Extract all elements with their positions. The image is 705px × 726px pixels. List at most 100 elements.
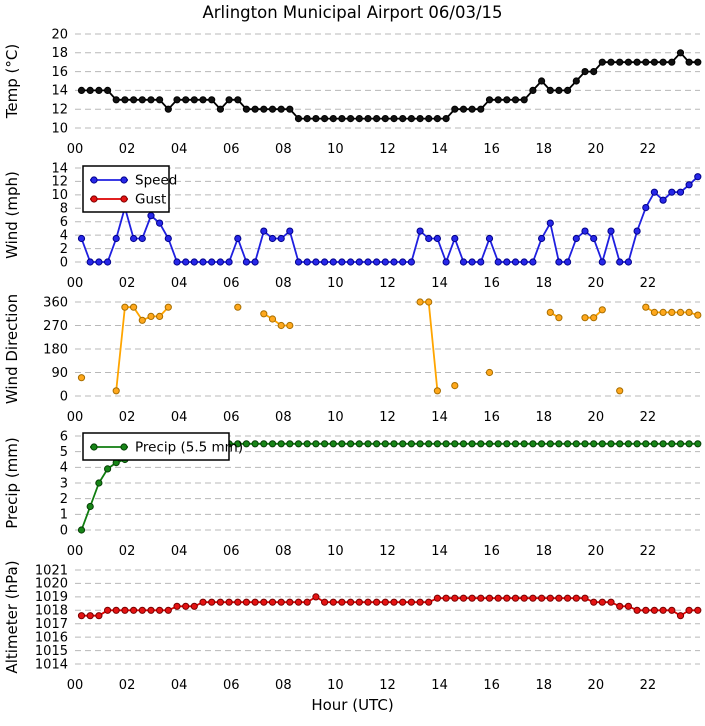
data-point-marker xyxy=(633,440,641,448)
data-point-marker xyxy=(650,440,659,448)
data-point-marker xyxy=(225,598,233,606)
data-point-marker xyxy=(77,234,86,243)
data-point-marker xyxy=(572,234,580,243)
data-point-marker xyxy=(260,105,268,113)
legend-sample-marker xyxy=(120,176,128,184)
data-point-marker xyxy=(390,115,398,123)
data-point-marker xyxy=(485,440,494,448)
data-point-marker xyxy=(294,598,303,606)
data-point-marker xyxy=(650,308,659,316)
data-point-marker xyxy=(633,58,641,66)
data-point-marker xyxy=(216,598,224,606)
data-point-marker xyxy=(407,115,415,123)
x-tick-label: 04 xyxy=(171,410,188,425)
data-point-marker xyxy=(121,96,129,104)
series-line xyxy=(420,301,439,391)
legend-sample-marker xyxy=(90,176,98,184)
data-point-marker xyxy=(668,606,676,614)
data-point-marker xyxy=(294,258,303,266)
data-point-marker xyxy=(477,440,485,448)
x-tick-label: 00 xyxy=(67,142,84,157)
data-point-marker xyxy=(694,440,702,448)
data-point-marker xyxy=(459,440,468,448)
x-tick-label: 20 xyxy=(588,678,605,693)
data-point-marker xyxy=(234,303,242,311)
y-tick-label: 2 xyxy=(60,242,68,257)
x-tick-label: 14 xyxy=(431,678,448,693)
data-point-marker xyxy=(216,105,224,113)
y-axis-label-2: Wind Direction xyxy=(3,294,21,404)
x-tick-label: 16 xyxy=(483,544,500,559)
data-point-marker xyxy=(494,96,502,104)
x-tick-label: 02 xyxy=(119,276,136,291)
data-point-marker xyxy=(130,234,138,243)
x-tick-label: 10 xyxy=(327,544,344,559)
data-point-marker xyxy=(390,440,398,448)
data-point-marker xyxy=(268,315,277,323)
data-point-marker xyxy=(130,606,138,614)
y-tick-label: 12 xyxy=(51,103,68,118)
legend-sample-marker xyxy=(120,195,128,203)
data-point-marker xyxy=(616,258,624,266)
data-point-marker xyxy=(277,105,285,113)
data-point-marker xyxy=(321,115,329,123)
data-point-marker xyxy=(685,440,693,448)
panel-wind-speed: 0 2 4 6 8 10 12 14 00 02 04 06 08 10 12 14 16 18 20 22 Wind … xyxy=(0,158,705,292)
data-point-marker xyxy=(538,440,546,448)
data-point-marker xyxy=(459,594,468,602)
data-point-marker xyxy=(329,598,337,606)
data-point-marker xyxy=(373,440,381,448)
x-tick-label: 20 xyxy=(588,142,605,157)
data-point-marker xyxy=(407,440,415,448)
data-point-marker xyxy=(234,96,242,104)
data-point-marker xyxy=(555,86,563,95)
x-tick-label: 18 xyxy=(535,544,552,559)
data-point-marker xyxy=(598,258,606,266)
data-point-marker xyxy=(581,440,589,448)
data-point-marker xyxy=(607,227,615,235)
data-point-marker xyxy=(529,258,537,266)
legend-3: Precip (5.5 mm) xyxy=(82,432,243,461)
x-tick-label: 02 xyxy=(119,142,136,157)
data-point-marker xyxy=(416,115,424,123)
data-point-marker xyxy=(164,105,172,113)
data-point-marker xyxy=(520,440,528,448)
series-direction xyxy=(77,298,702,395)
data-point-marker xyxy=(95,612,103,620)
y-tick-label: 90 xyxy=(51,366,68,381)
data-point-marker xyxy=(694,173,702,181)
data-point-marker xyxy=(546,308,554,316)
data-point-marker xyxy=(572,77,580,85)
data-point-marker xyxy=(138,96,146,104)
x-tick-label: 10 xyxy=(327,410,344,425)
data-point-marker xyxy=(182,602,190,610)
data-point-marker xyxy=(468,258,476,266)
data-point-marker xyxy=(433,234,441,243)
data-point-marker xyxy=(442,594,450,602)
data-point-marker xyxy=(433,594,441,602)
data-point-marker xyxy=(77,86,86,95)
y-tick-label: 0 xyxy=(60,523,68,538)
data-point-marker xyxy=(477,594,485,602)
x-tick-label: 12 xyxy=(379,544,396,559)
data-point-marker xyxy=(147,212,155,220)
panel-wind-direction: 0 90 180 270 360 00 02 04 06 08 10 12 14 16 18 20 22 Wind… xyxy=(0,292,705,426)
data-point-marker xyxy=(685,181,693,189)
data-point-marker xyxy=(164,234,172,243)
data-point-marker xyxy=(77,526,86,534)
y-tick-label: 1020 xyxy=(35,577,68,592)
y-tick-label: 14 xyxy=(51,84,68,99)
data-point-marker xyxy=(294,115,303,123)
y-tick-label: 10 xyxy=(51,188,68,203)
data-point-marker xyxy=(190,258,198,266)
x-tick-label: 12 xyxy=(379,276,396,291)
data-point-marker xyxy=(234,598,242,606)
data-point-marker xyxy=(616,387,624,395)
data-point-marker xyxy=(399,440,407,448)
data-point-marker xyxy=(451,105,459,113)
y-tick-label: 1017 xyxy=(35,617,68,632)
data-point-marker xyxy=(399,115,407,123)
data-point-marker xyxy=(642,303,650,311)
